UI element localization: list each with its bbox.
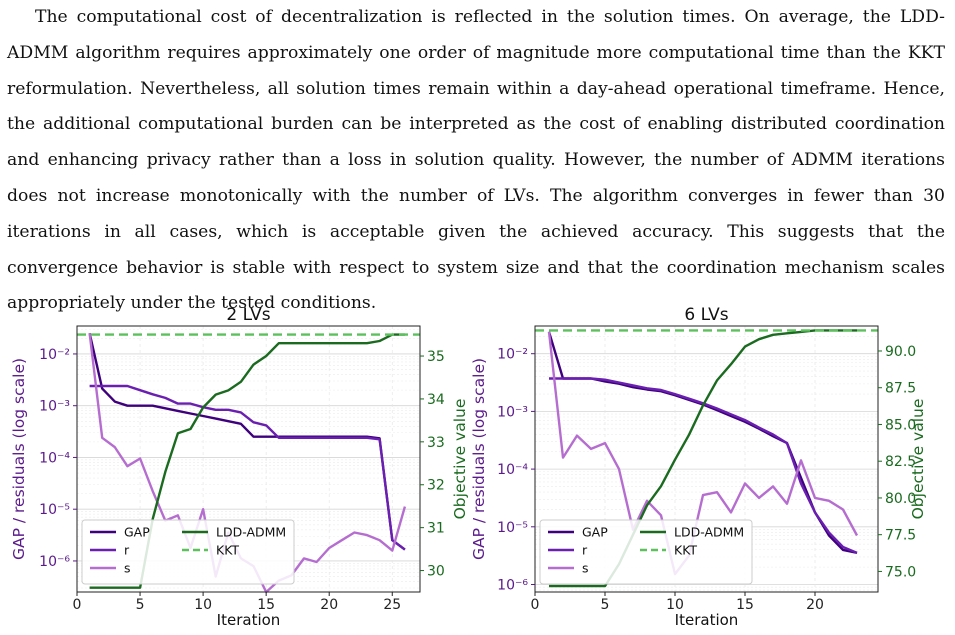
legend-label-ldd-admm: LDD-ADMM: [674, 525, 744, 540]
y-right-tick-label: 33: [427, 435, 445, 451]
legend-label-gap: GAP: [124, 525, 150, 540]
y-right-axis-label: Objective value: [451, 399, 469, 520]
y-left-tick-label: 10⁻⁵: [497, 520, 528, 536]
chart-title: 2 LVs: [226, 305, 270, 325]
legend-label-s: s: [582, 561, 589, 576]
legend-label-kkt: KKT: [216, 543, 239, 558]
plot-frame: [534, 325, 879, 593]
paragraph-text: The computational cost of decentralizati…: [7, 7, 945, 314]
series-line-r: [89, 384, 406, 551]
x-tick-label: 5: [601, 597, 610, 613]
y-right-axis-label: Objective value: [909, 399, 927, 520]
y-right-tick-label: 34: [427, 392, 445, 408]
x-axis-label: Iteration: [217, 611, 281, 629]
y-left-tick-label: 10⁻³: [39, 399, 70, 415]
chart-6-lvs: 0 5 10 15 20 10⁻² 10⁻³ 10⁻⁴ 10⁻⁵ 10⁻⁶ 75.0 77.5 80.0…: [470, 305, 927, 629]
legend-label-gap: GAP: [582, 525, 608, 540]
y-right-tick-label: 35: [427, 349, 445, 365]
y-right-tick-label: 85.0: [885, 417, 916, 433]
y-left-tick-label: 10⁻⁶: [39, 554, 70, 570]
y-right-tick-label: 31: [427, 521, 445, 537]
chart-title: 6 LVs: [684, 305, 728, 325]
y-left-tick-label: 10⁻³: [497, 404, 528, 420]
y-left-axis-label: GAP / residuals (log scale): [10, 358, 28, 560]
legend-box: [539, 519, 753, 585]
body-paragraph: The computational cost of decentralizati…: [7, 0, 945, 322]
y-left-tick-label: 10⁻⁴: [39, 450, 70, 466]
y-left-tick-label: 10⁻²: [39, 347, 70, 363]
x-axis-label: Iteration: [675, 611, 739, 629]
y-left-tick-label: 10⁻⁴: [497, 462, 528, 478]
x-tick-label: 20: [806, 597, 824, 613]
x-tick-label: 0: [73, 597, 82, 613]
x-tick-label: 25: [383, 597, 401, 613]
y-right-tick-label: 87.5: [885, 381, 916, 397]
plot-frame: [76, 325, 421, 593]
x-tick-label: 15: [736, 597, 754, 613]
legend-label-kkt: KKT: [674, 543, 697, 558]
legend-label-r: r: [124, 543, 130, 558]
y-right-tick-label: 90.0: [885, 344, 916, 360]
x-tick-label: 5: [136, 597, 145, 613]
y-left-tick-label: 10⁻⁵: [39, 502, 70, 518]
legend-label-ldd-admm: LDD-ADMM: [216, 525, 286, 540]
x-tick-label: 0: [531, 597, 540, 613]
y-right-tick-label: 80.0: [885, 491, 916, 507]
y-right-tick-label: 75.0: [885, 564, 916, 580]
y-left-tick-label: 10⁻²: [497, 347, 528, 363]
y-right-tick-label: 32: [427, 478, 445, 494]
legend-label-s: s: [124, 561, 131, 576]
chart-2-lvs: 0 5 10 15 20 25 10⁻² 10⁻³ 10⁻⁴ 10⁻⁵ 10⁻⁶ 30 31 32 33 34…: [10, 305, 469, 629]
x-tick-label: 15: [257, 597, 275, 613]
y-right-tick-label: 30: [427, 564, 445, 580]
series-line-s: [547, 331, 859, 576]
y-left-axis-label: GAP / residuals (log scale): [470, 358, 488, 560]
y-right-tick-label: 77.5: [885, 528, 916, 544]
legend-box: [81, 519, 295, 585]
legend-label-r: r: [582, 543, 588, 558]
y-right-tick-label: 82.5: [885, 454, 916, 470]
x-tick-label: 20: [320, 597, 338, 613]
y-left-tick-label: 10⁻⁶: [497, 577, 528, 593]
x-tick-label: 10: [194, 597, 212, 613]
x-tick-label: 10: [666, 597, 684, 613]
